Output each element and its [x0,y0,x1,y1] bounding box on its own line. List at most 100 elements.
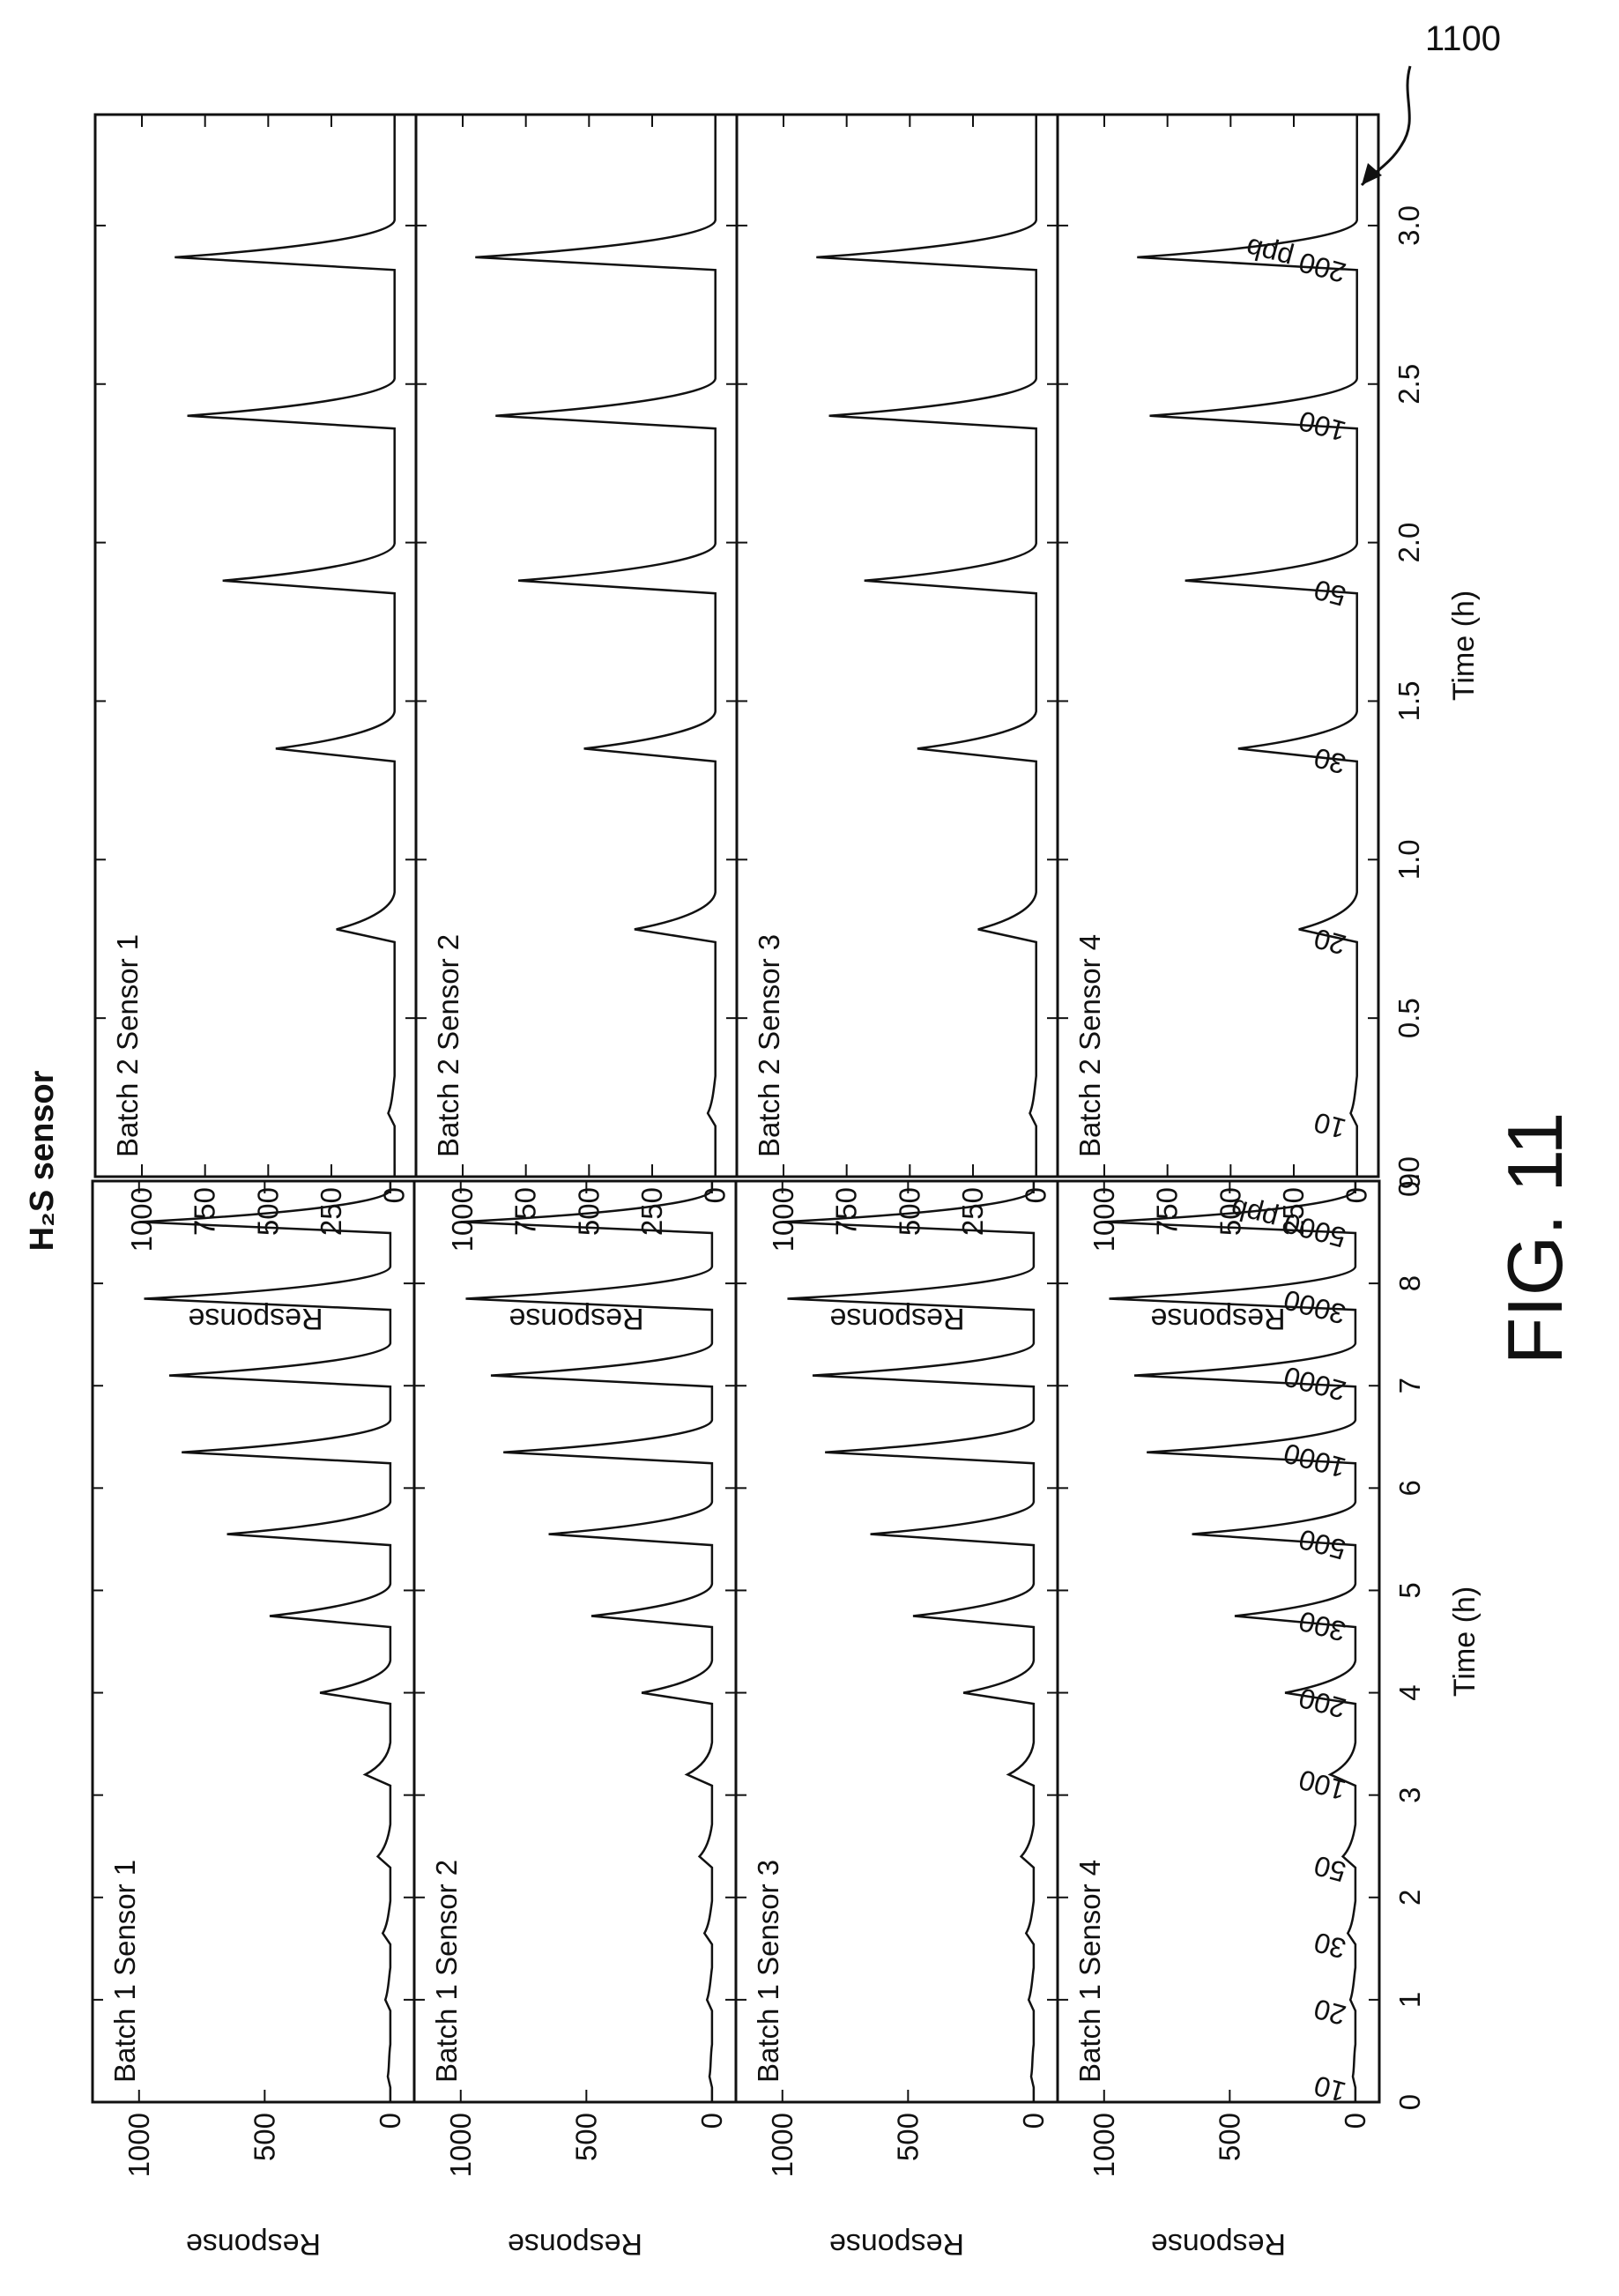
x-tick-label: 3.0 [1392,205,1425,246]
concentration-label: 30 [1311,1926,1349,1965]
y-tick-label: 0 [378,1187,411,1203]
x-tick-label: 1 [1393,1992,1426,2008]
y-axis-label: Response [509,1302,643,1335]
panel-label: Batch 1 Sensor 1 [108,1860,141,2083]
concentration-label: 100 [1296,405,1349,448]
concentration-label: 200 [1296,1682,1349,1725]
panel-label: Batch 2 Sensor 2 [432,934,464,1157]
y-tick-label: 500 [569,2113,602,2161]
x-tick-label: 5 [1393,1582,1426,1598]
response-series [1137,115,1358,1177]
panel-label: Batch 2 Sensor 1 [111,934,144,1157]
x-tick-label: 2.0 [1392,523,1425,563]
concentration-label: 500 [1296,1523,1349,1566]
panel-label: Batch 2 Sensor 3 [753,934,785,1157]
y-tick-label: 500 [893,1187,925,1236]
x-tick-label: 0 [1393,2094,1426,2110]
x-tick-label: 4 [1393,1684,1426,1700]
concentration-label: 30 [1311,741,1349,780]
panel-1-2: 0 500 1000 Response Batch 1 Sensor 2 [412,1179,738,2261]
panel-frame [1056,1179,1381,2104]
figure-caption: FIG. 11 [1491,1112,1578,1365]
y-axis-label: Response [1150,1302,1285,1335]
concentration-label: 300 [1296,1605,1349,1648]
y-tick-label: 750 [1151,1187,1184,1236]
y-axis-label: Response [829,1302,964,1335]
panel-2-3: 0 250 500 750 1000 Response Batch 2 Sensor 3 [735,113,1059,1335]
x-tick-label: 7 [1393,1378,1426,1393]
y-tick-label: 1000 [1088,2113,1120,2177]
y-tick-label: 0 [1017,2113,1050,2129]
panel-label: Batch 2 Sensor 4 [1073,934,1106,1157]
y-tick-label: 1000 [766,2113,798,2177]
concentration-label: 10 [1311,1106,1349,1145]
reference-number: 1100 [1425,19,1501,58]
y-tick-label: 750 [509,1187,542,1236]
x-tick-label: 2.5 [1392,364,1425,405]
y-tick-label: 1000 [123,2113,155,2177]
response-series [460,1181,714,2102]
reference-numeral: 1100 [1360,19,1501,187]
y-tick-label: 250 [956,1187,989,1236]
y-tick-label: 500 [1214,1187,1246,1236]
y-axis-label: Response [188,1302,323,1335]
concentration-label: 3000 [1281,1283,1349,1330]
panel-1-3: 0 500 1000 Response Batch 1 Sensor 3 [734,1179,1059,2261]
panel-label: Batch 1 Sensor 4 [1073,1860,1106,2083]
y-tick-label: 500 [1213,2113,1245,2161]
panel-label: Batch 1 Sensor 2 [430,1860,463,2083]
x-tick-label: 6 [1393,1480,1426,1496]
y-tick-label: 1000 [125,1187,158,1252]
panel-2-4: 0 250 500 750 1000 Response Batch 2 Sensor 4 [1056,113,1380,1335]
y-tick-label: 0 [1339,2113,1371,2129]
response-series [782,1181,1036,2102]
x-axis-label: Time (h) [1447,591,1481,701]
concentration-label: 10 [1311,2069,1349,2108]
response-series [1103,1181,1357,2102]
figure-title: H₂S sensor [24,1070,61,1251]
y-tick-label: 250 [315,1187,347,1236]
response-series [816,115,1037,1177]
x-tick-label: 0.0 [1392,1156,1425,1197]
concentration-label: 100 [1296,1764,1349,1807]
x-tick-label: 9 [1393,1173,1426,1189]
x-axis-label: Time (h) [1448,1586,1482,1697]
y-axis-label: Response [508,2227,642,2261]
y-axis-label: Response [186,2227,321,2261]
y-tick-label: 500 [572,1187,605,1236]
panel-frame [1056,113,1380,1178]
concentration-label: 2000 [1281,1360,1349,1407]
y-tick-label: 0 [1020,1187,1052,1203]
reference-arrowhead [1362,163,1382,185]
response-series [175,115,396,1177]
concentration-label: 50 [1311,574,1349,613]
panel-1-1: 0 500 1000 Response Batch 1 Sensor 1 [91,1179,416,2261]
x-tick-label: 1.5 [1392,681,1425,722]
panel-2-2: 0 250 500 750 1000 Response Batch 2 Sensor 2 [414,113,739,1335]
x-tick-label: 8 [1393,1275,1426,1291]
y-tick-label: 0 [1341,1187,1373,1203]
y-tick-label: 500 [248,2113,280,2161]
concentration-label: 1000 [1281,1438,1349,1484]
y-tick-label: 1000 [444,2113,477,2177]
concentration-label: 20 [1311,1993,1349,2032]
y-tick-label: 0 [699,1187,732,1203]
panel-2-1: 0 250 500 750 1000 Response Batch 2 Sensor 1 [93,113,418,1335]
y-axis-label: Response [829,2227,964,2261]
x-tick-label: 3 [1393,1787,1426,1802]
y-tick-label: 1000 [767,1187,799,1252]
x-tick-label: 2 [1393,1890,1426,1906]
y-tick-label: 1000 [1088,1187,1120,1252]
y-tick-label: 750 [830,1187,863,1236]
y-tick-label: 750 [189,1187,221,1236]
y-tick-label: 500 [251,1187,284,1236]
response-series [138,1181,392,2102]
y-tick-label: 1000 [446,1187,479,1252]
